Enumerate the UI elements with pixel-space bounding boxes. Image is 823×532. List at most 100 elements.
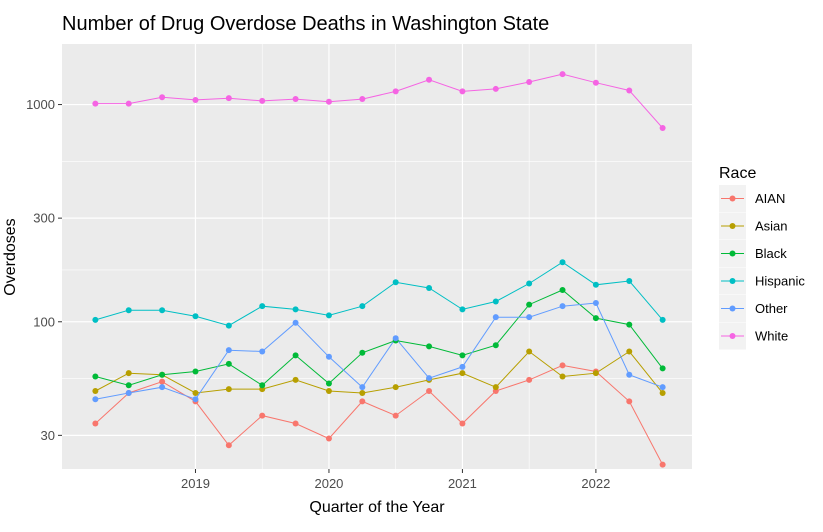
x-axis-title: Quarter of the Year bbox=[309, 499, 445, 516]
data-point-black bbox=[592, 315, 599, 322]
data-point-other bbox=[125, 389, 132, 396]
data-point-asian bbox=[492, 384, 499, 391]
data-point-aian bbox=[559, 362, 566, 369]
data-point-other bbox=[159, 384, 166, 391]
data-point-hispanic bbox=[192, 313, 199, 320]
data-point-aian bbox=[659, 461, 666, 468]
data-point-other bbox=[592, 300, 599, 307]
series-line-other bbox=[95, 302, 663, 400]
y-axis-title: Overdoses bbox=[2, 218, 19, 295]
legend-item-white: White bbox=[719, 322, 788, 350]
data-point-aian bbox=[292, 420, 299, 427]
data-point-white bbox=[392, 88, 399, 95]
data-point-other bbox=[492, 314, 499, 321]
data-point-aian bbox=[459, 420, 466, 427]
x-axis: 2019 2020 2021 2022 bbox=[181, 469, 610, 491]
legend-key-point bbox=[729, 305, 736, 312]
data-point-other bbox=[659, 384, 666, 391]
data-point-asian bbox=[292, 376, 299, 383]
data-point-hispanic bbox=[259, 303, 266, 310]
x-tick-label: 2021 bbox=[448, 476, 477, 491]
data-point-black bbox=[225, 360, 232, 367]
data-point-other bbox=[426, 375, 433, 382]
data-point-hispanic bbox=[225, 322, 232, 329]
data-point-hispanic bbox=[459, 306, 466, 313]
data-point-other bbox=[325, 353, 332, 360]
legend-item-other: Other bbox=[719, 295, 788, 322]
data-point-hispanic bbox=[292, 306, 299, 313]
series-line-hispanic bbox=[95, 261, 663, 327]
series-line-black bbox=[95, 289, 663, 386]
data-point-asian bbox=[526, 348, 533, 355]
legend-label: Asian bbox=[755, 219, 788, 234]
data-point-white bbox=[492, 85, 499, 92]
data-point-white bbox=[659, 124, 666, 131]
legend-item-black: Black bbox=[719, 240, 787, 267]
data-point-white bbox=[559, 71, 566, 78]
data-point-other bbox=[392, 335, 399, 342]
data-point-hispanic bbox=[526, 280, 533, 287]
data-point-hispanic bbox=[426, 285, 433, 292]
data-point-aian bbox=[92, 420, 99, 427]
data-point-asian bbox=[359, 389, 366, 396]
legend-key-point bbox=[729, 278, 736, 284]
data-point-black bbox=[125, 382, 132, 389]
data-point-other bbox=[259, 348, 266, 355]
data-point-aian bbox=[626, 398, 633, 405]
legend-label: White bbox=[755, 329, 788, 344]
data-point-hispanic bbox=[325, 312, 332, 319]
data-point-black bbox=[659, 365, 666, 372]
legend-key-point bbox=[729, 250, 736, 257]
data-point-white bbox=[325, 98, 332, 105]
data-point-hispanic bbox=[159, 307, 166, 314]
data-point-white bbox=[92, 100, 99, 107]
data-point-hispanic bbox=[92, 316, 99, 323]
data-point-other bbox=[192, 396, 199, 403]
series-line-aian bbox=[95, 364, 664, 465]
data-point-other bbox=[526, 314, 533, 321]
data-point-black bbox=[192, 368, 199, 375]
data-point-asian bbox=[192, 389, 199, 396]
data-point-asian bbox=[392, 384, 399, 391]
series-line-asian bbox=[95, 350, 663, 394]
legend: Race AIAN Asian Black Hispanic Other White bbox=[719, 165, 805, 350]
legend-item-asian: Asian bbox=[719, 212, 788, 240]
series-lines bbox=[95, 73, 664, 465]
data-point-aian bbox=[225, 442, 232, 449]
data-point-white bbox=[125, 100, 132, 107]
legend-key-point bbox=[729, 195, 736, 202]
x-tick-label: 2020 bbox=[314, 476, 343, 491]
data-point-black bbox=[492, 342, 499, 349]
data-point-white bbox=[459, 88, 466, 95]
data-point-asian bbox=[626, 348, 633, 355]
data-point-asian bbox=[125, 370, 132, 377]
data-point-other bbox=[359, 384, 366, 391]
data-point-hispanic bbox=[492, 298, 499, 305]
data-point-hispanic bbox=[359, 303, 366, 310]
data-point-white bbox=[292, 96, 299, 103]
y-tick-label: 100 bbox=[33, 314, 55, 329]
data-point-white bbox=[159, 94, 166, 101]
y-tick-label: 30 bbox=[41, 428, 55, 443]
data-point-asian bbox=[659, 389, 666, 396]
data-point-asian bbox=[592, 370, 599, 377]
data-point-white bbox=[225, 95, 232, 102]
legend-item-hispanic: Hispanic bbox=[719, 267, 805, 295]
legend-label: Hispanic bbox=[755, 274, 805, 289]
minor-gridlines bbox=[62, 44, 692, 469]
chart-title: Number of Drug Overdose Deaths in Washin… bbox=[62, 13, 549, 35]
series-line-white bbox=[95, 73, 663, 129]
legend-title: Race bbox=[719, 165, 756, 182]
legend-key-point bbox=[729, 223, 736, 229]
legend-label: Other bbox=[755, 301, 788, 316]
data-point-aian bbox=[259, 412, 266, 419]
data-point-black bbox=[459, 352, 466, 359]
series-points bbox=[92, 71, 666, 468]
data-point-black bbox=[426, 343, 433, 350]
data-point-other bbox=[626, 371, 633, 378]
data-point-asian bbox=[225, 386, 232, 393]
data-point-other bbox=[225, 347, 232, 354]
data-point-black bbox=[325, 380, 332, 387]
data-point-other bbox=[292, 319, 299, 326]
data-point-asian bbox=[459, 370, 466, 377]
